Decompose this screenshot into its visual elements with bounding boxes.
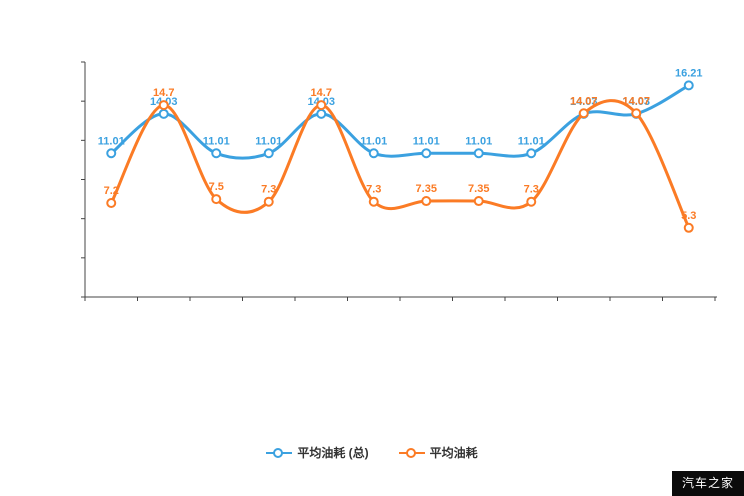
data-point-label: 14.7 xyxy=(153,87,174,99)
data-point-label: 14.07 xyxy=(570,95,598,107)
data-point-label: 7.35 xyxy=(468,183,489,195)
data-point-label: 7.2 xyxy=(104,185,119,197)
data-point-label: 14.7 xyxy=(311,87,332,99)
legend-label: 平均油耗 xyxy=(429,446,478,460)
data-point-marker xyxy=(368,148,379,159)
data-point-label: 11.01 xyxy=(98,135,125,147)
legend-label: 平均油耗 (总) xyxy=(297,446,369,460)
data-point-marker xyxy=(473,148,484,159)
data-point-marker xyxy=(316,100,327,111)
series-line-1 xyxy=(109,99,691,230)
watermark-autohome: 汽车之家 xyxy=(671,471,744,496)
data-point-marker xyxy=(211,148,222,159)
legend-item-0[interactable]: 平均油耗 (总) xyxy=(266,444,369,461)
chart-legend: 平均油耗 (总) 平均油耗 xyxy=(0,444,744,461)
data-point-label: 11.01 xyxy=(518,135,545,147)
legend-item-1[interactable]: 平均油耗 xyxy=(398,444,478,461)
data-point-marker xyxy=(263,196,274,207)
legend-line-circle-icon xyxy=(266,447,293,458)
series-line-0 xyxy=(109,83,691,160)
data-point-marker xyxy=(211,194,222,205)
data-point-label: 7.3 xyxy=(366,184,381,196)
data-point-label: 11.01 xyxy=(203,135,230,147)
data-point-marker xyxy=(106,198,117,208)
data-point-marker xyxy=(683,80,694,91)
data-point-marker xyxy=(158,100,169,111)
legend-line-circle-icon xyxy=(398,447,425,458)
data-point-label: 14.07 xyxy=(622,95,650,107)
data-point-label: 7.3 xyxy=(524,184,539,196)
data-point-marker xyxy=(106,148,117,159)
data-point-label: 16.21 xyxy=(675,67,703,79)
data-point-label: 11.01 xyxy=(255,135,282,147)
data-point-marker xyxy=(473,196,484,207)
data-point-marker xyxy=(578,108,589,119)
data-point-label: 14.03 xyxy=(570,96,598,108)
data-point-label: 7.3 xyxy=(261,184,276,196)
data-point-marker xyxy=(421,196,432,207)
data-point-marker xyxy=(526,196,537,207)
data-point-marker xyxy=(316,108,327,119)
data-point-label: 14.03 xyxy=(622,96,650,108)
data-point-label: 7.5 xyxy=(209,181,224,193)
data-point-label: 11.01 xyxy=(413,135,440,147)
data-point-marker xyxy=(263,148,274,159)
data-point-label: 7.35 xyxy=(416,183,437,195)
data-point-marker xyxy=(368,196,379,207)
data-point-label: 11.01 xyxy=(360,135,387,147)
data-point-label: 11.01 xyxy=(465,135,492,147)
data-point-marker xyxy=(631,108,642,119)
data-point-marker xyxy=(526,148,537,159)
data-point-marker xyxy=(421,148,432,159)
data-point-marker xyxy=(158,108,169,119)
data-point-marker xyxy=(683,222,694,233)
data-point-label: 5.3 xyxy=(681,210,696,222)
